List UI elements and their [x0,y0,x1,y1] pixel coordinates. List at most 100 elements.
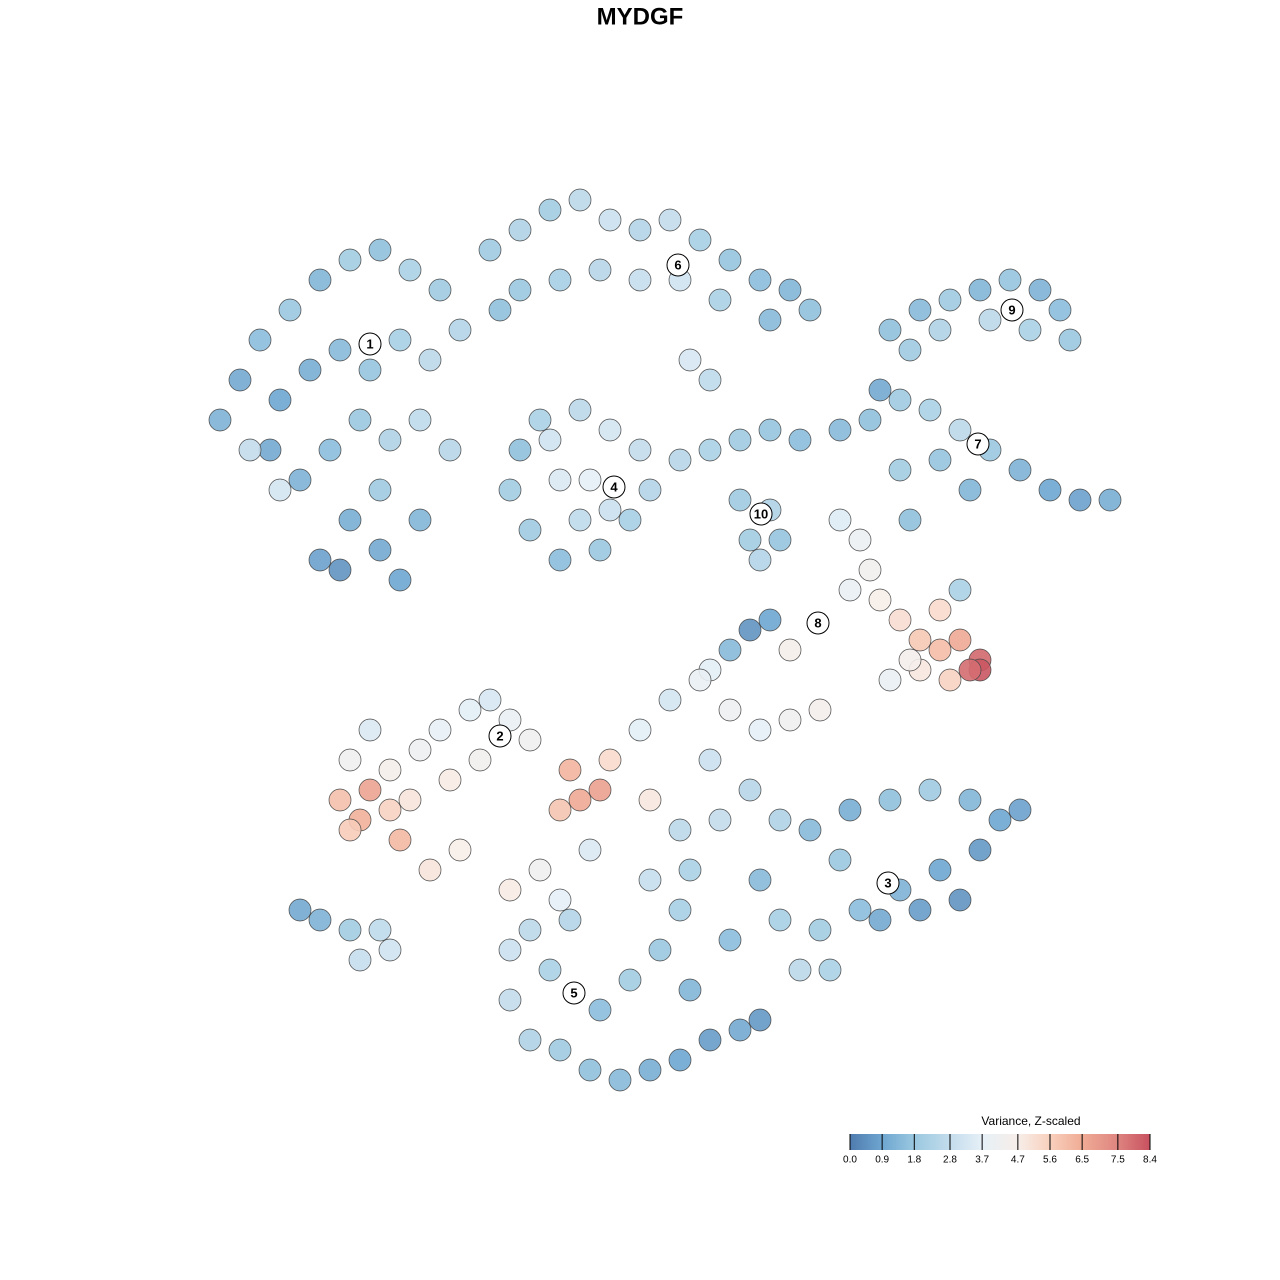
point [588,258,612,282]
point [498,988,522,1012]
point [628,268,652,292]
point [668,898,692,922]
point [1048,298,1072,322]
point [588,538,612,562]
point [868,588,892,612]
point [558,758,582,782]
point [968,838,992,862]
point [548,798,572,822]
point [578,838,602,862]
point [978,308,1002,332]
point [578,468,602,492]
point [688,228,712,252]
cluster-label: 5 [570,985,577,1000]
point [718,638,742,662]
point [718,698,742,722]
point [858,558,882,582]
point [868,378,892,402]
point [928,638,952,662]
point [708,288,732,312]
cluster-label: 8 [814,615,821,630]
colorbar-tick-label: 4.7 [1011,1155,1025,1166]
point [458,698,482,722]
point [678,858,702,882]
point [358,358,382,382]
point [808,918,832,942]
point [638,478,662,502]
point [438,438,462,462]
point [378,428,402,452]
point [1058,328,1082,352]
point [648,938,672,962]
point [938,668,962,692]
point [748,268,772,292]
point [558,908,582,932]
point [248,328,272,352]
point [788,958,812,982]
point [1008,458,1032,482]
cluster-label: 3 [884,875,891,890]
point [388,568,412,592]
cluster-label-bg [602,475,626,499]
point [398,258,422,282]
point [738,618,762,642]
point [668,448,692,472]
point [348,408,372,432]
point [598,748,622,772]
point [918,778,942,802]
point [378,758,402,782]
point [698,368,722,392]
cluster-label-bg [876,871,900,895]
point [408,738,432,762]
point [738,778,762,802]
point [308,908,332,932]
point [958,788,982,812]
colorbar-title: Variance, Z-scaled [981,1114,1080,1128]
point [728,1018,752,1042]
point [518,518,542,542]
colorbar-tick-label: 1.8 [907,1155,921,1166]
cluster-label-bg [749,502,773,526]
cluster-label: 10 [754,506,768,521]
point [328,338,352,362]
point [568,398,592,422]
point [418,858,442,882]
point [718,248,742,272]
point [548,268,572,292]
point [898,338,922,362]
point [208,408,232,432]
point [698,748,722,772]
colorbar-tick-label: 8.4 [1143,1155,1157,1166]
point [478,238,502,262]
point [498,878,522,902]
colorbar-tick-label: 0.0 [843,1155,857,1166]
point [658,688,682,712]
point [338,918,362,942]
point [508,278,532,302]
point [918,398,942,422]
point [1018,318,1042,342]
point [308,548,332,572]
point [828,418,852,442]
point [848,898,872,922]
point [578,1058,602,1082]
colorbar-tick-label: 5.6 [1043,1155,1057,1166]
point [748,548,772,572]
point [368,478,392,502]
point [828,508,852,532]
cluster-label: 2 [496,728,503,743]
point [438,768,462,792]
cluster-label-bg [488,724,512,748]
point [398,788,422,812]
point [928,448,952,472]
point [358,778,382,802]
point [928,318,952,342]
point [798,298,822,322]
point [328,558,352,582]
point [688,668,712,692]
point [848,528,872,552]
point [238,438,262,462]
cluster-label-bg [1000,298,1024,322]
cluster-label: 6 [674,257,681,272]
point [718,928,742,952]
